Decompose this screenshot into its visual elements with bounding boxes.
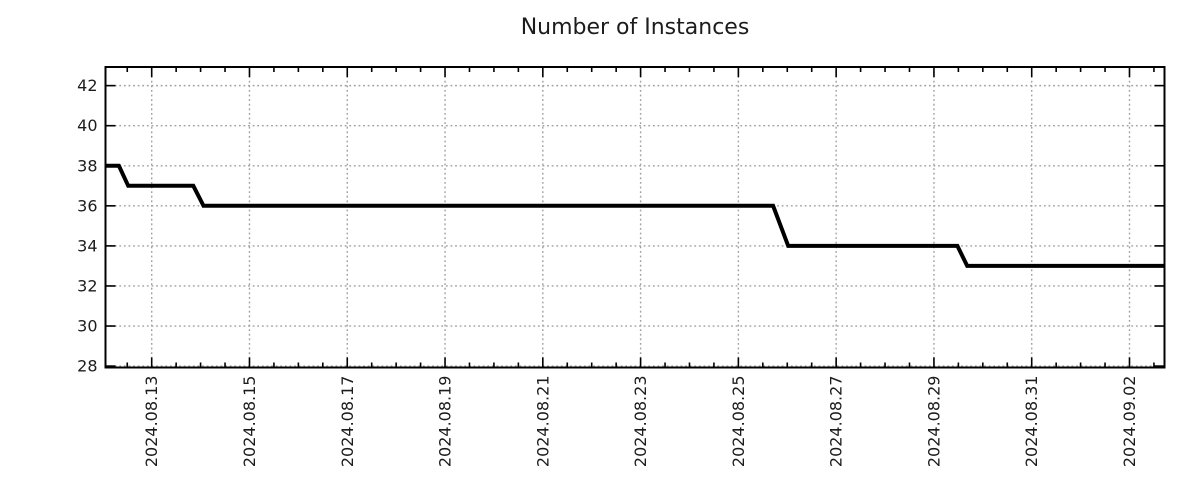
x-tick-label: 2024.08.25 — [729, 376, 748, 468]
y-tick-label: 28 — [77, 357, 97, 376]
x-tick-label: 2024.08.29 — [924, 376, 943, 468]
chart-title: Number of Instances — [520, 15, 750, 40]
x-tick-label: 2024.08.21 — [533, 376, 552, 468]
x-tick-label: 2024.08.19 — [436, 376, 455, 468]
y-tick-label: 32 — [77, 276, 97, 295]
y-tick-label: 36 — [77, 196, 97, 215]
y-tick-label: 42 — [77, 76, 97, 95]
y-tick-label: 34 — [77, 236, 97, 255]
data-line — [105, 163, 1165, 268]
x-tick-label: 2024.08.23 — [631, 376, 650, 468]
x-tick-label: 2024.08.13 — [142, 376, 161, 468]
y-tick-label: 30 — [77, 317, 97, 336]
y-tick-label: 38 — [77, 156, 97, 175]
x-tick-label: 2024.08.27 — [827, 376, 846, 468]
x-tick-label: 2024.08.31 — [1022, 376, 1041, 468]
plot-border — [104, 66, 1166, 369]
x-tick-label: 2024.09.02 — [1120, 376, 1139, 468]
x-tick-label: 2024.08.17 — [338, 376, 357, 468]
y-tick-label: 40 — [77, 116, 97, 135]
x-tick-label: 2024.08.15 — [240, 376, 259, 468]
